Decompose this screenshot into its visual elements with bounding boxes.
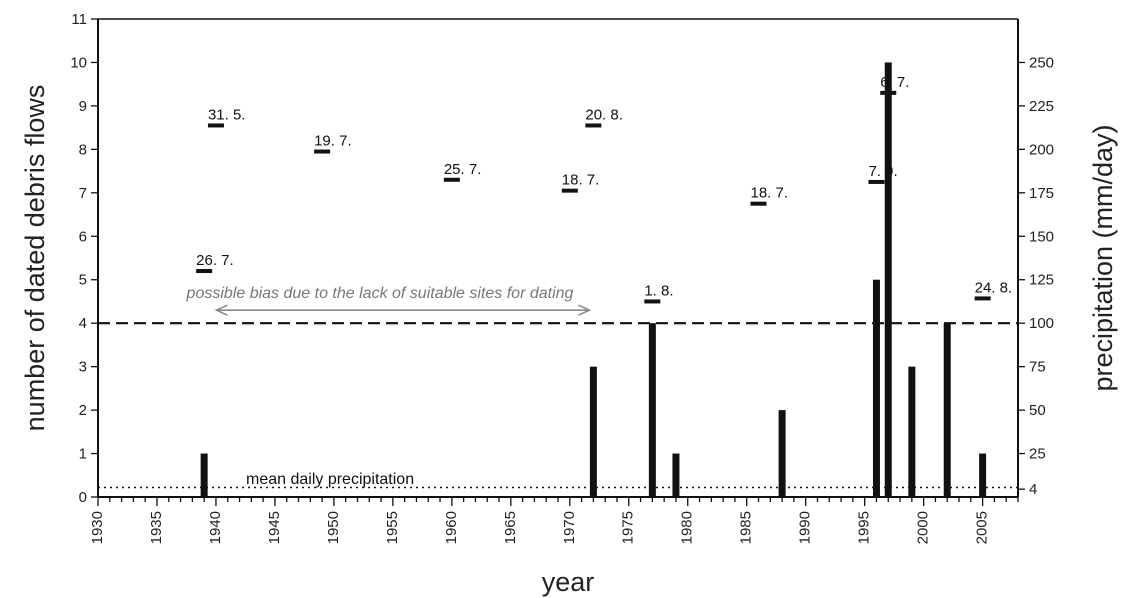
precip-label-2005: 24. 8. (975, 279, 1013, 296)
x-tick-label: 1930 (89, 511, 106, 544)
precip-label-1977: 1. 8. (644, 282, 673, 299)
y2-tick-label: 150 (1029, 228, 1054, 245)
x-tick-label: 1995 (856, 511, 873, 544)
precip-label-1972: 20. 8. (585, 106, 623, 123)
y-tick-label: 3 (79, 359, 87, 376)
precip-marker-2005 (974, 296, 991, 301)
y-axis-right: 4 25 50 75 100 125 150 175 200 225 250 (1018, 54, 1054, 498)
x-axis-title: year (542, 567, 595, 597)
bias-annotation-text: possible bias due to the lack of suitabl… (186, 285, 574, 302)
precip-marker-1997 (880, 90, 897, 95)
x-tick-label: 1985 (738, 511, 755, 544)
bar-series (200, 62, 987, 498)
precip-marker-1986 (750, 201, 767, 206)
y2-tick-label: 75 (1029, 359, 1046, 376)
y2-tick-label: 125 (1029, 272, 1054, 289)
precip-marker-1939 (196, 269, 213, 274)
y-tick-label: 10 (70, 54, 87, 71)
x-axis: 1930 1935 1940 1945 1950 1955 1960 1965 1970 1975… (89, 497, 1019, 544)
bar-1972 (589, 366, 597, 497)
x-tick-label: 1965 (502, 511, 519, 544)
y-tick-label: 1 (79, 446, 87, 463)
y-tick-label: 9 (79, 98, 87, 115)
y-tick-label: 0 (79, 489, 87, 506)
x-tick-label: 1980 (679, 511, 696, 544)
mean-line-label: mean daily precipitation (246, 471, 414, 488)
bias-arrow-head-left (214, 304, 228, 316)
y2-tick-label: 100 (1029, 315, 1054, 332)
precip-marker-1996 (868, 179, 885, 184)
y-tick-label: 11 (71, 11, 87, 28)
y-axis-left: 0 1 2 3 4 5 6 7 8 9 10 11 (70, 11, 98, 506)
precip-label-1960: 25. 7. (444, 161, 482, 178)
y2-tick-label: 250 (1029, 54, 1054, 71)
bar-1999 (908, 366, 916, 497)
x-tick-label: 1940 (207, 511, 224, 544)
precip-label-1949: 19. 7. (314, 133, 352, 150)
x-tick-label: 2000 (915, 511, 932, 544)
y-axis-title: number of dated debris flows (20, 85, 50, 432)
x-tick-label: 2005 (974, 511, 991, 544)
precip-label-1996: 7. 9. (868, 163, 897, 180)
y2-tick-label: 50 (1029, 402, 1046, 419)
x-tick-label: 1960 (443, 511, 460, 544)
precip-label-1939: 26. 7. (196, 252, 234, 269)
precip-label-1986: 18. 7. (751, 185, 789, 202)
y-tick-label: 5 (79, 272, 87, 289)
bar-1977 (648, 323, 656, 497)
y2-tick-label: 225 (1029, 98, 1054, 115)
bar-1996 (872, 279, 880, 497)
precip-marker-1977 (644, 299, 661, 304)
y-tick-label: 4 (79, 315, 87, 332)
bar-1979 (672, 453, 680, 497)
precip-marker-1970 (561, 188, 578, 193)
precip-marker-1972 (585, 123, 602, 128)
x-tick-label: 1950 (325, 511, 342, 544)
precip-marker-1960 (443, 177, 460, 182)
reference-lines (98, 304, 1018, 489)
x-tick-label: 1970 (561, 511, 578, 544)
x-tick-label: 1975 (620, 511, 637, 544)
x-tick-label: 1990 (797, 511, 814, 544)
y2-tick-label: 4 (1029, 481, 1037, 498)
x-tick-label: 1945 (266, 511, 283, 544)
precip-label-1997: 6. 7. (880, 74, 909, 91)
bar-1988 (778, 410, 786, 497)
bar-2005 (979, 453, 987, 497)
y2-tick-label: 25 (1029, 446, 1046, 463)
y2-tick-label: 175 (1029, 185, 1054, 202)
precip-marker-1940 (207, 123, 224, 128)
y-tick-label: 2 (79, 402, 87, 419)
y2-axis-title: precipitation (mm/day) (1088, 124, 1118, 391)
x-tick-label: 1935 (148, 511, 165, 544)
precipitation-events: 26. 7. 31. 5. 19. 7. 25. 7. 18. 7. 20. 8. 1. 8… (196, 74, 1012, 304)
x-tick-label: 1955 (384, 511, 401, 544)
bar-2002 (943, 323, 951, 497)
precip-marker-1949 (314, 149, 331, 154)
y2-tick-label: 200 (1029, 141, 1054, 158)
bar-1939 (200, 453, 208, 497)
y-tick-label: 6 (79, 228, 87, 245)
precip-label-1970: 18. 7. (562, 172, 600, 189)
y-tick-label: 7 (79, 185, 87, 202)
y-tick-label: 8 (79, 141, 87, 158)
bias-arrow-head-right (578, 304, 592, 316)
precip-label-1940: 31. 5. (208, 106, 246, 123)
bar-1997 (884, 62, 892, 498)
